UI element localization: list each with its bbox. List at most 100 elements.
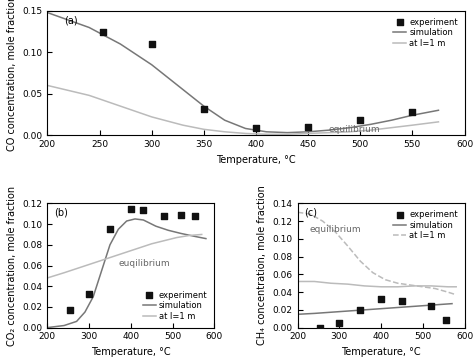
- at l=1 m: [149, 242, 155, 246]
- at l=1 m: [61, 270, 67, 275]
- simulation: [326, 128, 332, 132]
- Text: euqilibrium: euqilibrium: [118, 258, 170, 268]
- experiment: [409, 109, 416, 115]
- simulation: [74, 319, 80, 324]
- Y-axis label: CO concentration, mole fraction: CO concentration, mole fraction: [7, 0, 17, 151]
- simulation: [178, 231, 184, 236]
- at l=1 m: [383, 277, 388, 282]
- experiment: [148, 41, 155, 47]
- experiment: [139, 207, 147, 213]
- experiment: [177, 212, 185, 218]
- at l=1 m: [86, 93, 92, 98]
- at l=1 m: [199, 232, 205, 237]
- Legend: experiment, simulation, at l=1 m: experiment, simulation, at l=1 m: [141, 288, 210, 324]
- at l=1 m: [389, 126, 394, 130]
- simulation: [82, 310, 88, 314]
- at l=1 m: [161, 238, 167, 243]
- at l=1 m: [222, 130, 228, 134]
- simulation: [132, 217, 138, 221]
- experiment: [377, 296, 385, 302]
- experiment: [316, 325, 324, 331]
- simulation: [222, 118, 228, 122]
- experiment: [336, 320, 343, 326]
- simulation: [86, 25, 92, 29]
- Line: at l=1 m: at l=1 m: [298, 212, 456, 295]
- Legend: experiment, simulation, at l=1 m: experiment, simulation, at l=1 m: [391, 15, 460, 51]
- Y-axis label: CO₂ concentration, mole fraction: CO₂ concentration, mole fraction: [7, 185, 17, 345]
- at l=1 m: [99, 258, 104, 262]
- at l=1 m: [201, 127, 207, 131]
- simulation: [389, 118, 394, 122]
- at l=1 m: [347, 130, 353, 134]
- at l=1 m: [86, 262, 92, 267]
- simulation: [61, 323, 67, 328]
- simulation: [91, 294, 96, 299]
- at l=1 m: [410, 123, 415, 127]
- simulation: [399, 305, 405, 309]
- at l=1 m: [243, 131, 248, 136]
- Text: (c): (c): [304, 208, 318, 218]
- experiment: [99, 29, 107, 35]
- simulation: [311, 311, 317, 316]
- at l=1 m: [332, 230, 338, 234]
- simulation: [107, 243, 113, 247]
- simulation: [295, 312, 301, 316]
- experiment: [428, 304, 435, 309]
- at l=1 m: [186, 233, 192, 238]
- simulation: [387, 306, 392, 310]
- simulation: [374, 307, 380, 311]
- Text: (a): (a): [64, 15, 78, 25]
- simulation: [337, 309, 342, 314]
- at l=1 m: [320, 219, 326, 223]
- at l=1 m: [45, 276, 50, 280]
- simulation: [349, 309, 355, 313]
- Line: simulation: simulation: [47, 13, 438, 132]
- simulation: [116, 227, 121, 232]
- Text: equilibrium: equilibrium: [329, 125, 381, 134]
- at l=1 m: [111, 254, 117, 258]
- simulation: [149, 63, 155, 67]
- simulation: [411, 304, 417, 309]
- at l=1 m: [180, 123, 186, 127]
- experiment: [191, 213, 199, 219]
- simulation: [424, 303, 430, 308]
- simulation: [436, 108, 441, 112]
- at l=1 m: [124, 250, 129, 254]
- experiment: [127, 206, 135, 211]
- at l=1 m: [305, 131, 311, 136]
- at l=1 m: [357, 259, 363, 263]
- experiment: [356, 307, 364, 313]
- experiment: [398, 298, 406, 304]
- experiment: [356, 117, 364, 123]
- Text: equilibrium: equilibrium: [310, 225, 361, 234]
- Line: at l=1 m: at l=1 m: [47, 86, 438, 134]
- at l=1 m: [420, 285, 426, 289]
- at l=1 m: [395, 281, 401, 285]
- experiment: [66, 307, 73, 313]
- simulation: [118, 42, 123, 46]
- Y-axis label: CH₄ concentration, mole fraction: CH₄ concentration, mole fraction: [257, 186, 267, 345]
- experiment: [252, 126, 260, 131]
- at l=1 m: [284, 132, 290, 136]
- at l=1 m: [74, 266, 80, 271]
- simulation: [449, 301, 455, 306]
- simulation: [192, 234, 198, 239]
- simulation: [284, 130, 290, 135]
- X-axis label: Temperature, °C: Temperature, °C: [341, 347, 421, 357]
- at l=1 m: [174, 236, 180, 240]
- Legend: experiment, simulation, at l=1 m: experiment, simulation, at l=1 m: [391, 207, 460, 243]
- simulation: [165, 228, 171, 233]
- experiment: [442, 317, 449, 323]
- X-axis label: Temperature, °C: Temperature, °C: [91, 347, 171, 357]
- simulation: [180, 87, 186, 92]
- simulation: [243, 126, 248, 131]
- experiment: [200, 106, 208, 111]
- simulation: [140, 218, 146, 222]
- simulation: [45, 325, 50, 330]
- X-axis label: Temperature, °C: Temperature, °C: [216, 155, 296, 165]
- simulation: [153, 224, 159, 228]
- at l=1 m: [45, 83, 50, 88]
- at l=1 m: [137, 246, 142, 250]
- at l=1 m: [432, 286, 438, 291]
- simulation: [264, 130, 269, 134]
